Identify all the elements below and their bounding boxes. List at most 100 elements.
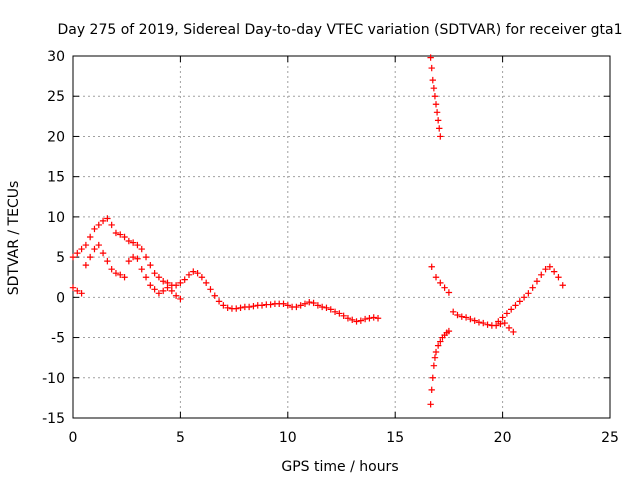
data-point: [559, 282, 566, 289]
data-point: [211, 292, 218, 299]
data-point: [112, 229, 120, 237]
data-point: [505, 324, 513, 332]
series-track-d: [428, 263, 517, 336]
data-points-layer: [69, 54, 566, 408]
data-point: [550, 268, 558, 275]
data-point: [467, 315, 474, 323]
data-point: [542, 265, 549, 273]
data-point: [177, 279, 184, 287]
y-tick-label: 20: [47, 129, 65, 145]
data-point: [172, 292, 180, 299]
data-point: [121, 233, 128, 241]
data-point: [151, 286, 158, 293]
data-point: [340, 312, 347, 320]
data-point: [112, 270, 120, 277]
y-tick-label: 30: [47, 49, 65, 65]
data-point: [104, 215, 111, 222]
data-point: [310, 299, 317, 307]
data-point: [86, 233, 94, 241]
data-point: [185, 271, 193, 279]
data-point: [245, 303, 253, 311]
data-point: [484, 321, 491, 328]
series-track-c: [427, 54, 444, 140]
data-point: [104, 257, 111, 265]
data-point: [155, 290, 163, 297]
data-point: [78, 245, 85, 253]
data-point: [108, 221, 115, 229]
data-point: [233, 305, 240, 312]
data-point: [462, 314, 470, 321]
data-point: [142, 253, 150, 261]
data-point: [432, 348, 440, 356]
data-point: [428, 64, 435, 72]
data-point: [434, 342, 442, 349]
data-point: [546, 263, 554, 270]
chart-title: Day 275 of 2019, Sidereal Day-to-day VTE…: [57, 22, 622, 38]
y-tick-label: 15: [47, 170, 65, 186]
x-tick-label: 25: [601, 430, 619, 446]
data-point: [492, 322, 500, 329]
data-point: [125, 257, 133, 265]
data-point: [267, 301, 274, 308]
data-point: [349, 316, 356, 324]
data-point: [142, 274, 150, 281]
data-point: [427, 401, 434, 408]
data-point: [297, 302, 304, 309]
data-point: [431, 354, 439, 361]
grid-layer: [73, 56, 610, 418]
x-tick-label: 5: [176, 430, 185, 446]
series-track-f: [495, 263, 566, 325]
data-point: [190, 268, 197, 275]
data-point: [91, 245, 98, 253]
data-point: [432, 274, 440, 281]
data-point: [82, 241, 90, 249]
data-point: [318, 303, 326, 311]
data-point: [280, 300, 287, 307]
y-tick-label: 0: [56, 290, 65, 306]
data-point: [501, 319, 508, 327]
data-point: [370, 314, 377, 321]
data-point: [181, 276, 188, 283]
data-point: [520, 294, 528, 301]
data-point: [429, 374, 436, 381]
data-point: [138, 245, 145, 253]
y-tick-label: -10: [42, 371, 65, 387]
data-point: [327, 306, 334, 313]
data-point: [430, 362, 438, 369]
data-point: [529, 284, 536, 291]
data-point: [121, 274, 128, 281]
data-point: [428, 263, 435, 270]
data-point: [458, 313, 465, 320]
x-axis-label: GPS time / hours: [281, 459, 398, 475]
data-point: [475, 319, 483, 326]
data-point: [91, 225, 98, 233]
data-point: [168, 287, 176, 295]
data-point: [441, 284, 448, 291]
data-point: [454, 311, 461, 319]
data-point: [117, 231, 124, 238]
data-point: [428, 386, 435, 394]
data-point: [95, 241, 102, 249]
y-tick-label: 10: [47, 210, 65, 226]
data-point: [155, 274, 163, 281]
plot-frame: [72, 55, 611, 419]
data-point: [237, 304, 244, 311]
data-point: [366, 315, 373, 322]
data-point: [434, 117, 442, 124]
series-track-a: [69, 215, 382, 325]
series-track-e: [427, 327, 453, 408]
data-point: [160, 278, 167, 285]
data-point: [164, 284, 171, 291]
data-point: [301, 300, 309, 307]
data-point: [172, 282, 180, 289]
data-point: [433, 109, 441, 116]
ticks-layer: 0 5 10 15 20 25 -15 -10 -5 0 5 10 15 20 25 30: [42, 49, 619, 446]
data-point: [134, 241, 141, 249]
data-point: [194, 270, 201, 277]
x-tick-label: 20: [494, 430, 512, 446]
data-point: [117, 271, 124, 279]
data-point: [99, 249, 107, 257]
y-axis-label: SDTVAR / TECUs: [6, 181, 22, 296]
data-point: [445, 327, 453, 335]
